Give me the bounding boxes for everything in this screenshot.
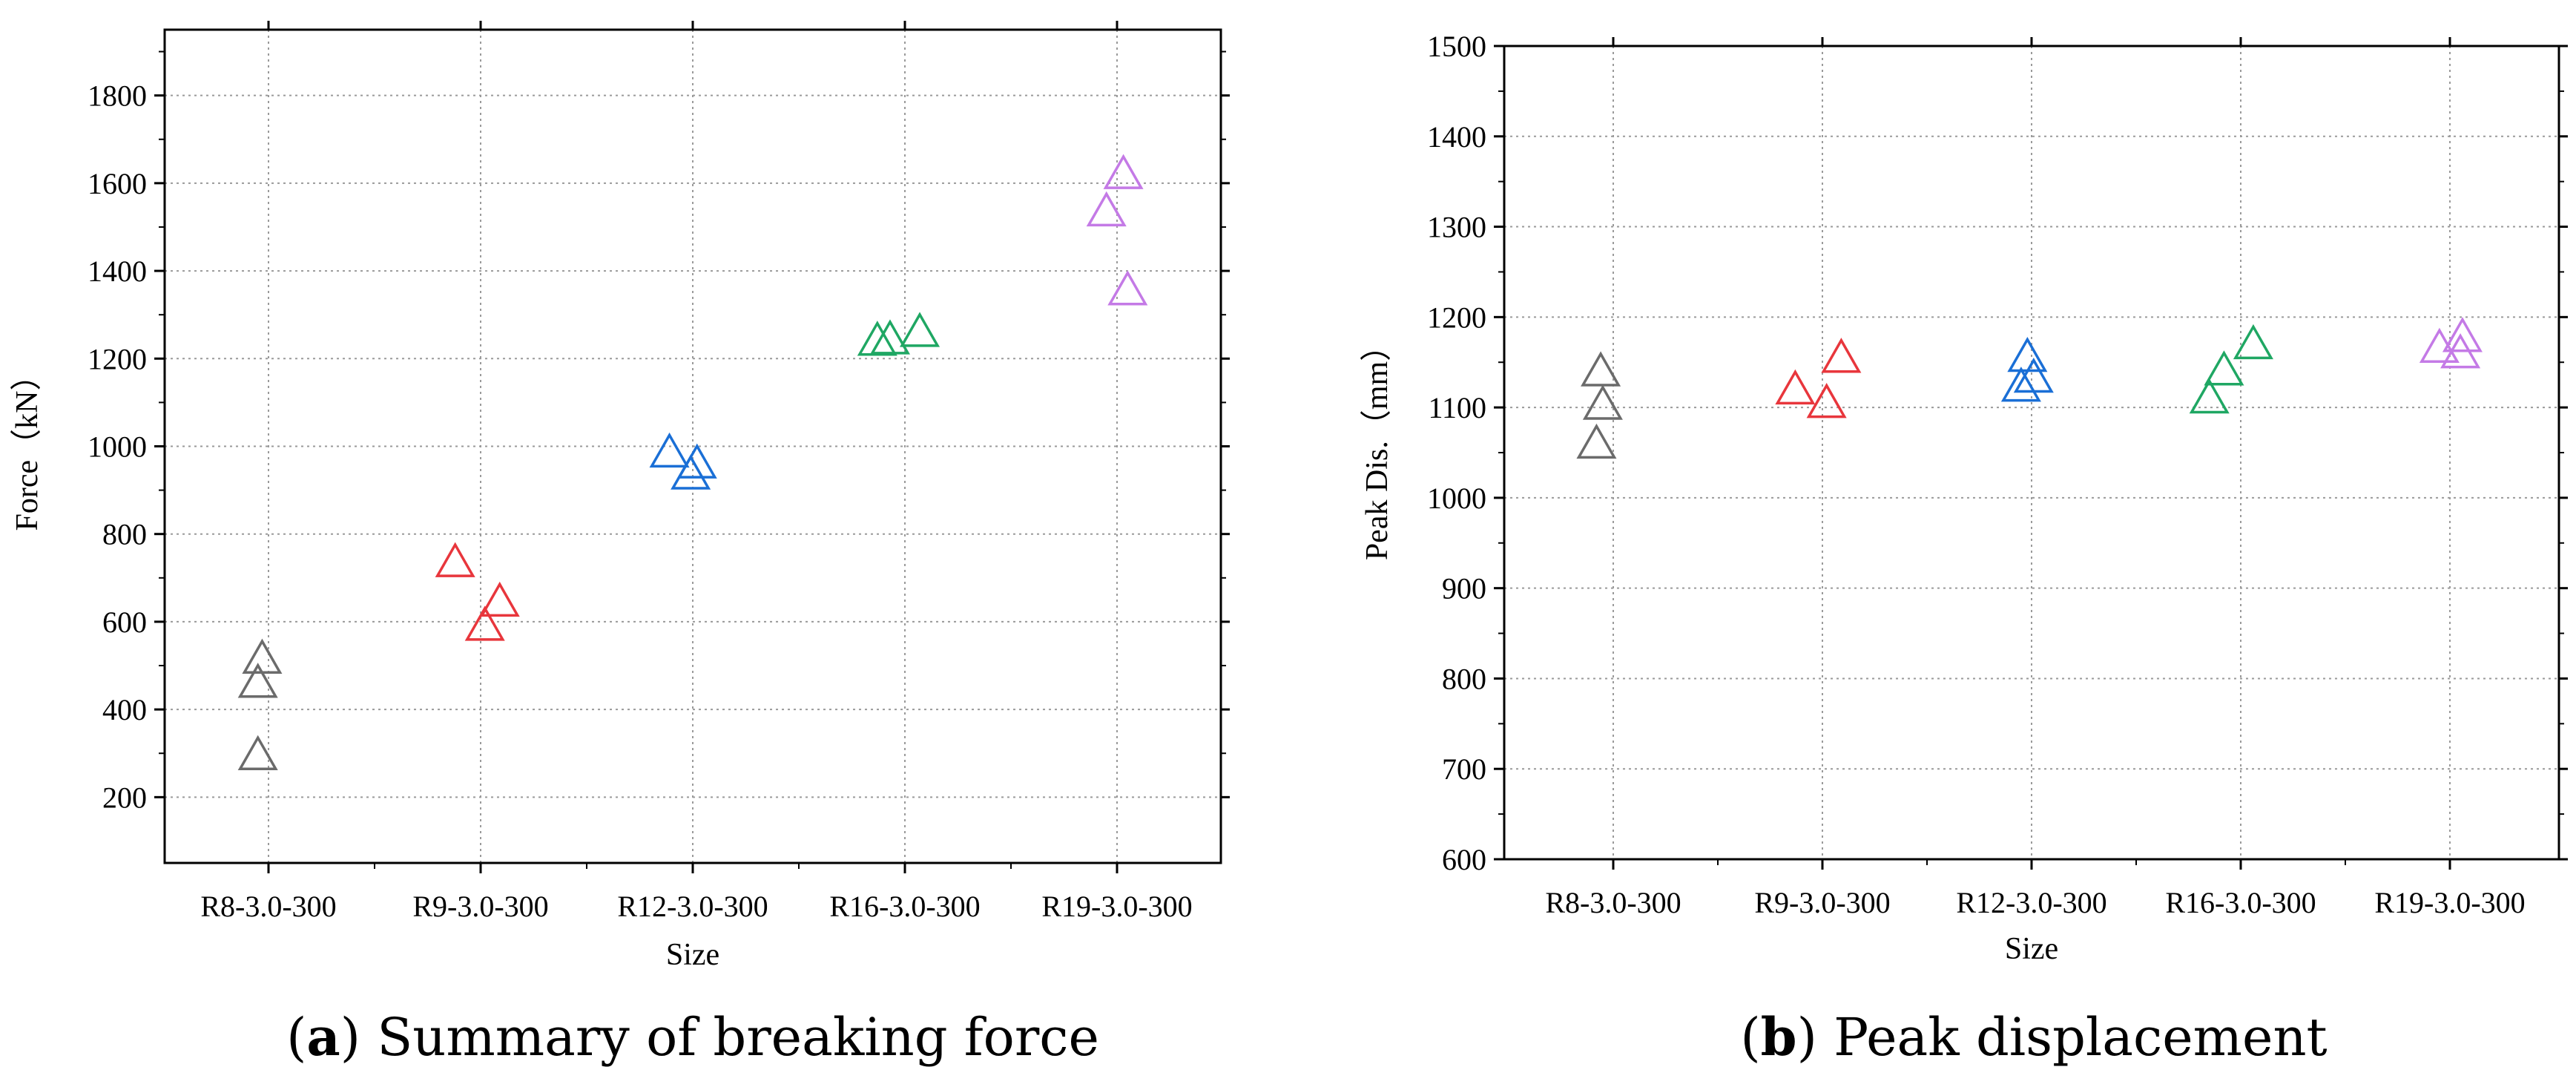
data-point-triangle: [1582, 384, 1623, 420]
x-tick-label: R12-3.0-300: [1956, 886, 2106, 919]
data-point-triangle: [242, 638, 283, 674]
y-tick-label: 600: [1442, 843, 1486, 876]
caption-b: (b) Peak displacement: [1740, 1006, 2327, 1068]
data-point-triangle: [2013, 357, 2054, 393]
data-point-triangle: [2419, 327, 2460, 364]
caption-text: Summary of breaking force: [360, 1007, 1099, 1068]
x-tick-label: R12-3.0-300: [617, 890, 768, 923]
x-tick-label: R19-3.0-300: [2374, 886, 2525, 919]
data-point-triangle: [900, 312, 941, 347]
x-tick-label: R9-3.0-300: [412, 890, 548, 923]
data-point-triangle: [2000, 367, 2041, 402]
caption-open-paren: (: [1740, 1007, 1760, 1068]
caption-open-paren: (: [286, 1007, 306, 1068]
y-tick-label: 600: [102, 605, 147, 639]
y-tick-label: 1800: [88, 79, 147, 113]
data-point-triangle: [857, 321, 897, 356]
y-tick-label: 1100: [1428, 391, 1486, 424]
data-point-triangle: [1806, 383, 1847, 418]
y-tick-label: 1300: [1427, 211, 1486, 244]
data-point-triangle: [237, 663, 278, 698]
x-tick-label: R16-3.0-300: [829, 890, 980, 923]
y-axis-label: Force（kN）: [10, 360, 45, 531]
data-point-triangle: [479, 581, 520, 617]
y-tick-label: 1200: [88, 342, 147, 375]
data-point-triangle: [1103, 154, 1144, 189]
data-point-triangle: [1775, 369, 1816, 405]
x-axis-label: Size: [2005, 932, 2058, 966]
x-tick-label: R16-3.0-300: [2165, 886, 2316, 919]
data-point-triangle: [2204, 350, 2244, 386]
y-tick-label: 1400: [1427, 120, 1486, 154]
y-tick-label: 800: [102, 518, 147, 551]
caption-close-paren: ): [1797, 1007, 1817, 1068]
x-tick-label: R19-3.0-300: [1041, 890, 1192, 923]
caption-letter: a: [306, 1006, 340, 1068]
data-point-triangle: [649, 432, 690, 468]
y-tick-label: 900: [1442, 572, 1486, 605]
data-point-triangle: [2189, 378, 2230, 414]
data-point-triangle: [2442, 317, 2483, 352]
y-tick-label: 1000: [1427, 482, 1486, 515]
x-axis-label: Size: [666, 938, 719, 972]
y-tick-label: 1400: [88, 255, 147, 288]
x-tick-label: R9-3.0-300: [1754, 886, 1890, 919]
caption-letter: b: [1761, 1006, 1797, 1068]
y-tick-label: 1500: [1427, 30, 1486, 63]
y-tick-label: 1200: [1427, 301, 1486, 334]
chart-panel-a: R8-3.0-300 R9-3.0-300 R12-3.0-300 R16-3.0-3…: [10, 21, 1230, 1068]
chart-panel-b: R8-3.0-300 R9-3.0-300 R12-3.0-300 R16-3.0-3…: [1360, 30, 2568, 1068]
data-point-triangle: [1581, 351, 1621, 387]
data-point-triangle: [1107, 270, 1148, 306]
caption-a: (a) Summary of breaking force: [286, 1006, 1099, 1068]
data-point-triangle: [464, 605, 505, 641]
caption-text: Peak displacement: [1817, 1007, 2328, 1068]
data-point-triangle: [2007, 336, 2048, 372]
caption-close-paren: ): [340, 1007, 360, 1068]
x-tick-label: R8-3.0-300: [1545, 886, 1681, 919]
data-point-triangle: [869, 319, 910, 355]
plot-frame: [1503, 45, 2560, 861]
data-point-triangle: [671, 454, 711, 490]
y-tick-label: 700: [1442, 752, 1486, 786]
y-tick-label: 1600: [88, 167, 147, 200]
data-point-triangle: [676, 443, 717, 479]
data-point-triangle: [1086, 191, 1127, 227]
y-tick-label: 800: [1442, 662, 1486, 695]
x-tick-label: R8-3.0-300: [200, 890, 336, 923]
data-point-triangle: [237, 735, 278, 770]
y-tick-label: 400: [102, 693, 147, 726]
data-point-triangle: [1821, 338, 1862, 373]
data-point-triangle: [1576, 423, 1617, 459]
y-axis-label: Peak Dis.（mm）: [1360, 330, 1394, 560]
y-tick-label: 1000: [88, 430, 147, 464]
data-point-triangle: [2233, 324, 2273, 360]
y-tick-label: 200: [102, 781, 147, 814]
plot-frame: [163, 28, 1222, 864]
data-point-triangle: [435, 542, 475, 577]
